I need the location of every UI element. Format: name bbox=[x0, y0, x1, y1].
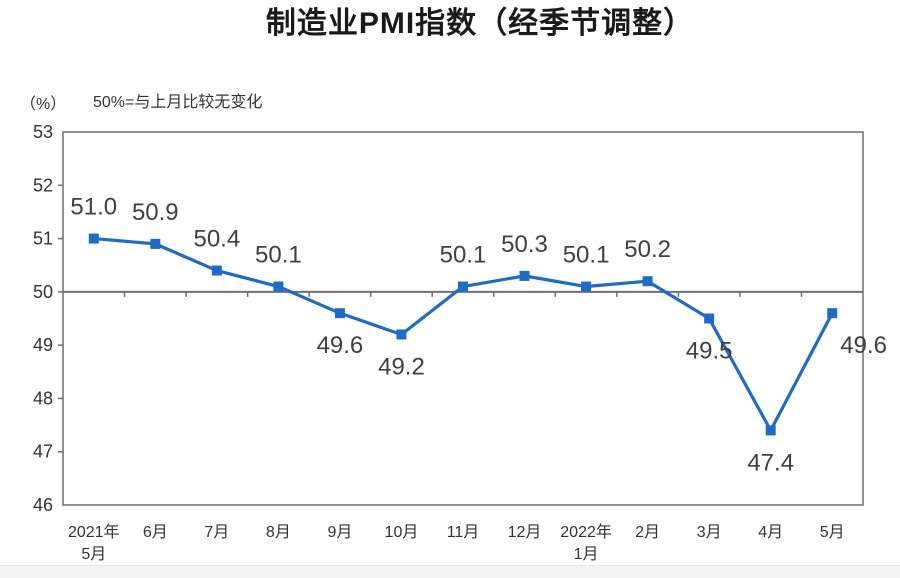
plot-border bbox=[62, 131, 864, 506]
data-point-label: 50.3 bbox=[501, 231, 548, 258]
data-point-label: 49.6 bbox=[840, 332, 887, 359]
chart-title: 制造业PMI指数（经季节调整） bbox=[265, 7, 695, 40]
data-point-label: 50.1 bbox=[255, 242, 302, 269]
data-point-marker bbox=[642, 276, 653, 287]
y-axis-tick-label: 53 bbox=[33, 122, 53, 142]
data-point-label: 49.5 bbox=[686, 338, 733, 365]
y-axis-tick-label: 51 bbox=[33, 229, 53, 249]
data-point-marker bbox=[273, 281, 284, 292]
x-axis-label: 2021年 bbox=[68, 523, 120, 541]
x-axis-label: 7月 bbox=[204, 524, 229, 541]
y-axis-tick-label: 48 bbox=[33, 388, 53, 408]
data-point-label: 50.4 bbox=[193, 226, 240, 253]
chart-subtitle: 50%=与上月比较无变化 bbox=[93, 94, 263, 111]
x-axis-label: 9月 bbox=[327, 524, 352, 541]
data-point-label: 47.4 bbox=[747, 449, 794, 476]
y-axis-tick-label: 47 bbox=[33, 442, 53, 462]
data-point-label: 50.1 bbox=[563, 242, 610, 269]
x-axis-label: 3月 bbox=[697, 524, 722, 541]
data-point-marker bbox=[827, 308, 838, 319]
data-point-marker bbox=[704, 313, 715, 324]
data-point-marker bbox=[765, 425, 776, 436]
y-axis-tick-label: 52 bbox=[33, 175, 53, 195]
data-point-label: 50.9 bbox=[132, 199, 179, 226]
data-point-marker bbox=[150, 238, 161, 249]
x-axis-label: 8月 bbox=[266, 524, 291, 541]
x-axis-label: 1月 bbox=[574, 546, 599, 563]
y-axis-tick-label: 49 bbox=[33, 335, 53, 355]
data-point-label: 49.2 bbox=[378, 353, 425, 380]
pmi-line-chart: 46 47 48 49 50 51 52 53 2021年 5月 6月 7月 8月 9月 10月 11月 12月… bbox=[33, 122, 887, 563]
data-point-label: 49.6 bbox=[317, 332, 364, 359]
x-axis-label: 6月 bbox=[143, 524, 168, 541]
footer-scroll-bar bbox=[0, 565, 900, 578]
data-point-marker bbox=[458, 281, 468, 292]
data-point-marker bbox=[396, 329, 407, 340]
x-axis-label: 4月 bbox=[758, 524, 783, 541]
data-point-marker bbox=[581, 281, 592, 292]
y-axis-tick-label: 46 bbox=[33, 495, 53, 515]
data-point-marker bbox=[334, 308, 345, 319]
data-point-label: 50.1 bbox=[440, 242, 487, 269]
data-point-label: 50.2 bbox=[624, 236, 671, 263]
y-axis-tick-label: 50 bbox=[33, 282, 53, 302]
y-axis-unit-label: （%） bbox=[20, 96, 67, 113]
data-point-label: 51.0 bbox=[70, 194, 117, 221]
data-point-marker bbox=[88, 233, 99, 244]
x-axis-label: 2022年 bbox=[560, 523, 612, 541]
x-axis-label: 10月 bbox=[385, 524, 419, 541]
x-axis-label: 12月 bbox=[508, 524, 542, 541]
x-axis-label: 11月 bbox=[447, 524, 480, 541]
data-point-marker bbox=[519, 270, 530, 281]
x-axis-label: 5月 bbox=[820, 524, 845, 541]
x-axis-label: 2月 bbox=[635, 524, 660, 541]
x-axis-label: 5月 bbox=[81, 546, 106, 563]
data-point-marker bbox=[211, 265, 222, 276]
